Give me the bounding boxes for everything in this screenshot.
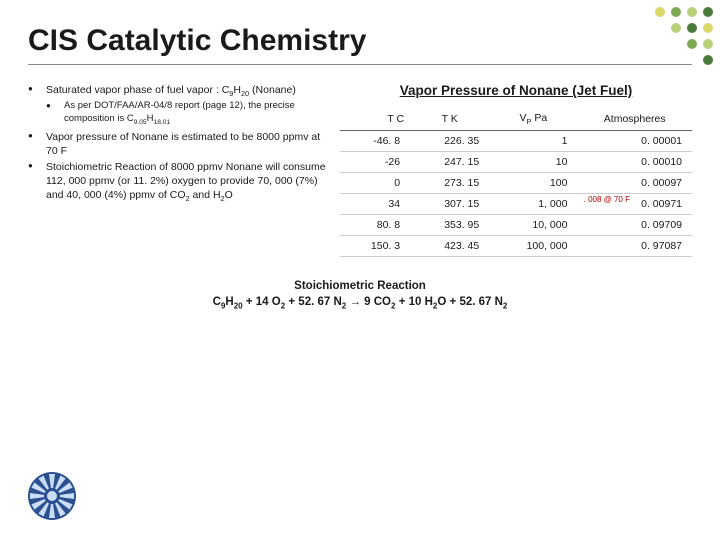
table-row: -26 247. 15 10 0. 00010 — [340, 152, 692, 173]
col-tk: T K — [410, 108, 489, 131]
table-row: 34 307. 15 1, 000 0. 00971 — [340, 194, 692, 215]
bullet-3-text: Stoichiometric Reaction of 8000 ppmv Non… — [46, 161, 326, 201]
table-row: 0 273. 15 100 0. 00097 — [340, 173, 692, 194]
bullet-2: Vapor pressure of Nonane is estimated to… — [28, 130, 328, 158]
bullet-1-text: Saturated vapor phase of fuel vapor : C9… — [46, 84, 296, 96]
table-row: 150. 3 423. 45 100, 000 0. 97087 — [340, 236, 692, 257]
title-divider — [28, 64, 692, 65]
bullet-list: Saturated vapor phase of fuel vapor : C9… — [28, 83, 328, 257]
stoichiometric-reaction: Stoichiometric Reaction C9H20 + 14 O2 + … — [28, 279, 692, 312]
turbine-logo-icon — [26, 470, 78, 522]
bullet-3: Stoichiometric Reaction of 8000 ppmv Non… — [28, 160, 328, 204]
bullet-1: Saturated vapor phase of fuel vapor : C9… — [28, 83, 328, 128]
reaction-label: Stoichiometric Reaction — [28, 279, 692, 295]
bullet-1a: As per DOT/FAA/AR-04/8 report (page 12),… — [46, 100, 328, 128]
col-atm: Atmospheres — [577, 108, 692, 131]
bullet-1a-text: As per DOT/FAA/AR-04/8 report (page 12),… — [64, 100, 295, 124]
col-vp: VP Pa — [489, 108, 577, 131]
table-row: -46. 8 226. 35 1 0. 00001 — [340, 131, 692, 152]
table-title: Vapor Pressure of Nonane (Jet Fuel) — [340, 83, 692, 98]
bullet-2-text: Vapor pressure of Nonane is estimated to… — [46, 131, 320, 157]
col-tc: T C — [340, 108, 410, 131]
table-row: 80. 8 353. 95 10, 000 0. 09709 — [340, 215, 692, 236]
slide-title: CIS Catalytic Chemistry — [28, 24, 692, 58]
decorative-dots — [648, 0, 720, 84]
table-region: Vapor Pressure of Nonane (Jet Fuel) T C … — [340, 83, 692, 257]
vapor-pressure-table: T C T K VP Pa Atmospheres -46. 8 226. 35… — [340, 108, 692, 257]
reaction-equation: C9H20 + 14 O2 + 52. 67 N2 → 9 CO2 + 10 H… — [28, 295, 692, 312]
content-row: Saturated vapor phase of fuel vapor : C9… — [28, 83, 692, 257]
table-annotation: . 008 @ 70 F — [584, 195, 630, 204]
